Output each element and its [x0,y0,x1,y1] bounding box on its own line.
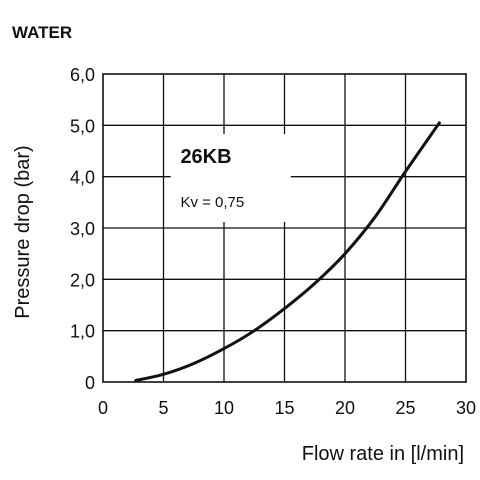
x-tick-label: 5 [158,398,168,418]
y-tick-label: 5,0 [70,116,95,136]
y-tick-label: 1,0 [70,322,95,342]
model-label: 26KB [180,146,231,168]
x-axis-label: Flow rate in [l/min] [302,443,464,465]
series-line [134,121,441,382]
y-axis-label: Pressure drop (bar) [12,145,34,318]
y-tick-label: 0 [85,373,95,393]
y-tick-label: 3,0 [70,219,95,239]
y-tick-label: 2,0 [70,270,95,290]
grid-lines [103,74,466,382]
x-tick-label: 25 [395,398,415,418]
x-tick-label: 0 [98,398,108,418]
y-axis-ticks: 0 1,0 2,0 3,0 4,0 5,0 6,0 [70,65,95,393]
x-tick-label: 10 [214,398,234,418]
chart-title: WATER [12,23,72,42]
annotation-box [170,134,291,222]
x-tick-label: 15 [274,398,294,418]
plot-frame [102,73,467,383]
y-tick-label: 6,0 [70,65,95,85]
y-tick-label: 4,0 [70,168,95,188]
kv-label: Kv = 0,75 [180,194,244,211]
x-tick-label: 20 [335,398,355,418]
x-tick-label: 30 [456,398,476,418]
x-axis-ticks: 0 5 10 15 20 25 30 [98,398,476,418]
